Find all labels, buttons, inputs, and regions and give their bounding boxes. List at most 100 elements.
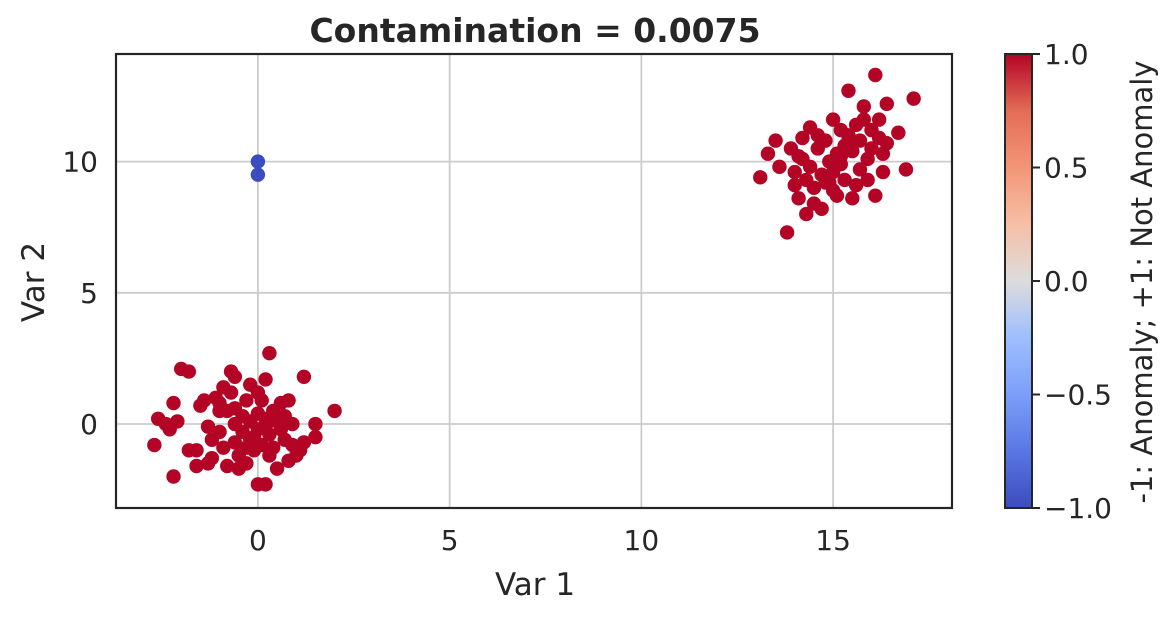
normal-point: [825, 112, 841, 127]
normal-point: [779, 225, 795, 240]
data-points: [147, 67, 921, 492]
normal-point: [795, 151, 810, 167]
normal-point: [852, 133, 868, 148]
chart-title: Contamination = 0.0075: [309, 11, 760, 50]
x-tick-label: 10: [624, 524, 660, 557]
x-axis-label: Var 1: [495, 567, 575, 603]
normal-point: [814, 201, 829, 217]
normal-point: [327, 403, 342, 419]
colorbar-ticks: −1.0 −0.5 0.0 0.5 1.0: [1032, 38, 1112, 525]
normal-point: [239, 393, 254, 408]
colorbar-tick-label: 0.5: [1044, 152, 1089, 185]
normal-point: [281, 393, 296, 408]
normal-point: [220, 458, 235, 474]
normal-point: [841, 83, 856, 98]
colorbar-tick-label: −1.0: [1044, 492, 1112, 525]
colorbar: [1004, 53, 1033, 509]
normal-point: [768, 133, 783, 148]
x-tick-label: 0: [249, 524, 267, 557]
normal-point: [837, 172, 852, 188]
normal-point: [227, 401, 243, 416]
normal-point: [753, 170, 768, 185]
normal-point: [258, 419, 273, 434]
normal-point: [308, 429, 323, 445]
normal-point: [223, 385, 239, 400]
y-tick-label: 0: [80, 408, 98, 441]
normal-point: [166, 395, 181, 411]
normal-point: [787, 178, 802, 193]
normal-point: [898, 162, 914, 177]
normal-point: [197, 393, 212, 408]
normal-point: [166, 469, 181, 484]
colorbar-tick-label: −0.5: [1044, 379, 1112, 412]
normal-point: [856, 99, 871, 114]
normal-point: [848, 178, 864, 193]
normal-point: [147, 437, 162, 453]
y-axis-ticks: 0 5 10: [62, 146, 98, 441]
normal-point: [204, 450, 220, 466]
normal-point: [868, 188, 883, 203]
normal-point: [791, 191, 806, 206]
normal-point: [258, 372, 273, 387]
normal-point: [266, 440, 281, 455]
normal-point: [254, 393, 269, 408]
normal-point: [833, 149, 848, 164]
y-tick-label: 10: [62, 146, 98, 179]
normal-point: [879, 136, 895, 151]
x-tick-label: 5: [441, 524, 459, 557]
normal-point: [269, 461, 285, 476]
anomaly-point: [250, 154, 266, 169]
normal-point: [170, 414, 185, 429]
normal-point: [296, 369, 312, 384]
plot-frame: [114, 52, 954, 510]
normal-point: [852, 162, 868, 177]
normal-point: [822, 175, 837, 190]
y-axis-label: Var 2: [16, 242, 52, 322]
colorbar-tick-label: 0.0: [1044, 265, 1089, 298]
normal-point: [871, 112, 887, 127]
normal-point: [799, 206, 814, 222]
normal-point: [189, 443, 204, 458]
normal-point: [841, 133, 856, 148]
anomaly-point: [250, 167, 266, 182]
normal-point: [216, 440, 231, 455]
normal-point: [262, 345, 277, 361]
normal-point: [285, 416, 300, 432]
normal-point: [239, 456, 254, 471]
y-tick-label: 5: [80, 277, 98, 310]
normal-point: [308, 416, 323, 432]
normal-point: [806, 180, 822, 196]
normal-point: [200, 419, 216, 434]
normal-point: [864, 141, 879, 156]
normal-point: [845, 191, 860, 206]
colorbar-label: -1: Anomaly; +1: Not Anomaly: [1125, 60, 1159, 503]
normal-point: [860, 172, 875, 188]
normal-point: [787, 164, 802, 180]
normal-point: [296, 435, 312, 450]
normal-point: [879, 96, 895, 112]
normal-point: [795, 130, 810, 146]
normal-point: [189, 458, 204, 474]
normal-point: [906, 91, 921, 106]
normal-point: [227, 369, 243, 384]
x-axis-ticks: 0 5 10 15: [249, 524, 851, 557]
x-tick-label: 15: [815, 524, 851, 557]
normal-point: [891, 125, 906, 140]
normal-point: [243, 432, 258, 447]
normal-point: [269, 414, 285, 429]
normal-point: [760, 146, 776, 161]
normal-point: [868, 67, 883, 83]
normal-point: [181, 364, 197, 379]
normal-point: [258, 477, 273, 492]
normal-point: [875, 164, 891, 180]
normal-point: [212, 424, 227, 440]
normal-point: [856, 112, 871, 127]
normal-point: [772, 159, 787, 175]
normal-point: [212, 395, 227, 411]
colorbar-tick-label: 1.0: [1044, 38, 1089, 71]
normal-point: [818, 133, 833, 148]
normal-point: [829, 188, 845, 203]
normal-point: [254, 437, 269, 453]
normal-point: [227, 435, 243, 450]
